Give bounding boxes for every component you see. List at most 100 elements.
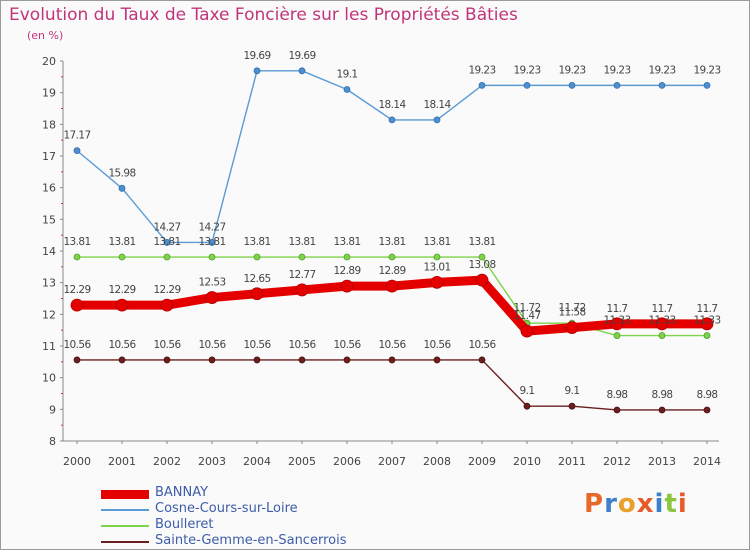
data-label: 19.69: [288, 50, 315, 62]
data-label: 18.14: [423, 99, 451, 111]
logo-letter: r: [604, 489, 618, 519]
data-point: [253, 253, 261, 261]
data-point: [163, 356, 171, 364]
data-label: 19.23: [648, 64, 675, 76]
legend-label: BANNAY: [155, 485, 209, 500]
data-label: 10.56: [243, 339, 271, 351]
data-point: [163, 239, 171, 246]
data-label: 18.14: [378, 99, 406, 111]
data-point: [118, 356, 126, 364]
data-label: 17.17: [63, 130, 90, 142]
data-label: 12.53: [198, 277, 225, 289]
y-tick-label: 12: [42, 308, 56, 321]
data-point: [478, 253, 486, 261]
data-point: [703, 406, 711, 414]
logo-letter: o: [617, 489, 637, 519]
data-label: 10.56: [63, 339, 91, 351]
data-label: 8.98: [607, 389, 628, 401]
data-point: [343, 253, 351, 261]
series-line-Cosne-Cours-sur-Loire: [76, 70, 707, 244]
data-label: 11.58: [558, 307, 585, 319]
y-tick-label: 8: [49, 435, 56, 448]
data-point: [703, 332, 711, 339]
data-label: 12.89: [378, 265, 405, 277]
data-label: 19.1: [337, 69, 358, 81]
legend-item: Cosne-Cours-sur-Loire: [101, 501, 431, 517]
data-point: [478, 356, 486, 364]
data-point: [385, 279, 399, 293]
data-point: [118, 184, 126, 192]
legend-swatch: [101, 541, 149, 543]
data-label: 13.81: [108, 236, 135, 248]
x-tick-label: 2009: [468, 455, 496, 468]
legend-swatch: [101, 525, 149, 527]
legend-item: Boulleret: [101, 517, 431, 533]
data-point: [388, 356, 396, 364]
data-point: [343, 86, 351, 93]
unit-label: (en %): [27, 29, 64, 42]
x-tick-label: 2002: [153, 455, 181, 468]
x-tick-label: 2001: [108, 455, 136, 468]
data-point: [250, 287, 264, 301]
x-tick-label: 2008: [423, 455, 451, 468]
data-point: [73, 147, 81, 155]
y-tick-label: 15: [42, 213, 56, 226]
legend-swatch: [101, 489, 149, 499]
data-label: 13.81: [288, 236, 315, 248]
data-point: [523, 402, 531, 410]
data-label: 13.81: [63, 236, 90, 248]
data-label: 19.23: [513, 64, 540, 76]
data-point: [70, 298, 84, 312]
data-point: [658, 406, 666, 414]
data-point: [655, 317, 669, 331]
y-tick-label: 16: [42, 182, 56, 195]
legend-label: Sainte-Gemme-en-Sancerrois: [155, 533, 347, 548]
x-tick-label: 2000: [63, 455, 91, 468]
x-tick-label: 2013: [648, 455, 676, 468]
data-point: [613, 332, 621, 339]
data-label: 19.23: [558, 64, 585, 76]
data-point: [475, 273, 489, 287]
data-label: 10.56: [468, 339, 496, 351]
x-tick-label: 2006: [333, 455, 361, 468]
data-point: [343, 356, 351, 364]
data-point: [700, 317, 714, 331]
data-point: [118, 253, 126, 261]
x-tick-label: 2003: [198, 455, 226, 468]
series-line-Sainte-Gemme-en-Sancerrois: [77, 359, 707, 411]
data-label: 8.98: [652, 389, 673, 401]
data-label: 12.89: [333, 265, 360, 277]
logo-letter: P: [584, 489, 605, 519]
data-point: [610, 317, 624, 331]
data-label: 19.23: [603, 64, 630, 76]
data-point: [298, 253, 306, 261]
data-point: [388, 116, 396, 124]
legend-label: Boulleret: [155, 517, 214, 532]
data-label: 8.98: [697, 389, 718, 401]
x-tick-label: 2012: [603, 455, 631, 468]
data-label: 13.81: [468, 236, 495, 248]
data-point: [298, 67, 306, 75]
data-point: [658, 332, 666, 339]
data-label: 12.65: [243, 273, 270, 285]
data-point: [253, 356, 261, 364]
data-label: 13.81: [423, 236, 450, 248]
data-point: [430, 275, 444, 289]
data-point: [163, 253, 171, 261]
data-point: [295, 283, 309, 297]
data-label: 13.81: [333, 236, 360, 248]
data-label: 13.81: [378, 236, 405, 248]
data-point: [703, 81, 711, 89]
data-label: 10.56: [333, 339, 361, 351]
data-point: [298, 356, 306, 364]
data-point: [160, 298, 174, 312]
y-tick-label: 11: [42, 340, 56, 353]
data-point: [520, 324, 534, 338]
y-tick-label: 18: [42, 118, 56, 131]
data-label: 11.33: [603, 315, 630, 327]
data-point: [523, 81, 531, 89]
data-label: 10.56: [198, 339, 226, 351]
chart-title: Evolution du Taux de Taxe Foncière sur l…: [9, 5, 518, 25]
